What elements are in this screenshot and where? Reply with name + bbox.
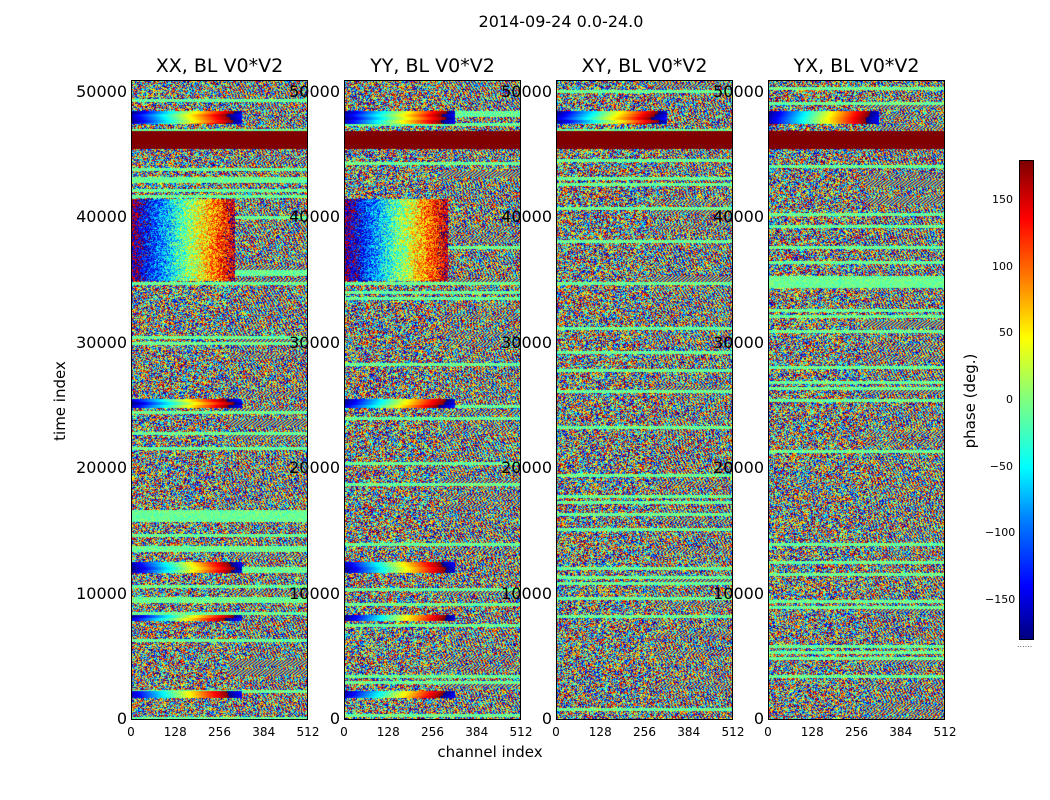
y-tick-label: 0 xyxy=(753,709,764,728)
x-tick-label: 512 xyxy=(721,725,745,739)
y-tick-label: 30000 xyxy=(501,332,552,352)
x-tick-label: 512 xyxy=(509,725,533,739)
x-tick-label: 256 xyxy=(208,725,231,739)
y-tick-label: 30000 xyxy=(713,332,764,352)
panel-title-yx: YX, BL V0*V2 xyxy=(793,55,920,77)
y-tick-label: 20000 xyxy=(289,458,340,478)
y-tick-label: 10000 xyxy=(289,583,340,603)
y-tick-label: 0 xyxy=(329,709,340,728)
heatmap-canvas-xx xyxy=(132,81,307,719)
y-tick-label: 20000 xyxy=(76,458,127,478)
y-tick-label: 10000 xyxy=(76,583,127,603)
y-tick-label: 10000 xyxy=(713,583,764,603)
panel-title-xy: XY, BL V0*V2 xyxy=(581,55,708,77)
y-tick-label: 50000 xyxy=(501,81,552,101)
colorbar-tick-label: −50 xyxy=(989,459,1013,473)
heatmap-canvas-xy xyxy=(557,81,732,719)
y-tick-label: 40000 xyxy=(501,207,552,227)
colorbar-tick-label: −150 xyxy=(985,593,1016,606)
y-tick-label: 50000 xyxy=(289,81,340,101)
y-tick-label: 40000 xyxy=(713,207,764,227)
colorbar-label: phase (deg.) xyxy=(961,353,979,449)
x-tick-label: 256 xyxy=(421,725,444,739)
heatmap-panel-yy xyxy=(344,80,521,720)
x-tick-label: 128 xyxy=(163,725,187,739)
x-tick-label: 384 xyxy=(465,725,489,739)
y-tick-label: 50000 xyxy=(713,81,764,101)
x-tick-label: 0 xyxy=(127,725,135,739)
y-tick-label: 30000 xyxy=(289,332,340,352)
y-tick-label: 50000 xyxy=(76,81,127,101)
x-tick-label: 384 xyxy=(252,725,276,739)
heatmap-panel-xx xyxy=(131,80,308,720)
y-tick-label: 40000 xyxy=(76,207,127,227)
x-tick-label: 0 xyxy=(340,725,348,739)
x-tick-label: 512 xyxy=(296,725,320,739)
y-tick-label: 30000 xyxy=(76,332,127,352)
colorbar-tick-label: 0 xyxy=(1006,393,1013,406)
colorbar-tick-label: 100 xyxy=(992,259,1013,273)
colorbar-tick-label: 50 xyxy=(999,326,1013,340)
y-tick-label: 40000 xyxy=(289,207,340,227)
x-tick-label: 128 xyxy=(800,725,824,739)
x-tick-label: 128 xyxy=(588,725,612,739)
y-tick-label: 20000 xyxy=(713,458,764,478)
x-tick-label: 256 xyxy=(845,725,868,739)
heatmap-canvas-yx xyxy=(769,81,944,719)
x-tick-label: 512 xyxy=(933,725,957,739)
panel-title-xx: XX, BL V0*V2 xyxy=(155,55,284,77)
panel-title-yy: YY, BL V0*V2 xyxy=(370,55,495,77)
y-tick-label: 0 xyxy=(541,709,552,728)
x-tick-label: 256 xyxy=(633,725,656,739)
x-tick-label: 384 xyxy=(677,725,701,739)
heatmap-panel-xy xyxy=(556,80,733,720)
x-tick-label: 128 xyxy=(376,725,400,739)
heatmap-panel-yx xyxy=(768,80,945,720)
colorbar-offset-text: ...... xyxy=(1017,640,1033,649)
y-tick-label: 10000 xyxy=(501,583,552,603)
x-tick-label: 384 xyxy=(889,725,913,739)
heatmap-canvas-yy xyxy=(345,81,520,719)
x-axis-label: channel index xyxy=(437,743,543,761)
colorbar xyxy=(1019,160,1034,640)
y-axis-label: time index xyxy=(51,361,69,441)
chart-suptitle: 2014-09-24 0.0-24.0 xyxy=(478,12,644,31)
x-tick-label: 0 xyxy=(764,725,772,739)
colorbar-tick-label: 150 xyxy=(992,193,1013,206)
y-tick-label: 0 xyxy=(116,709,127,728)
y-tick-label: 20000 xyxy=(501,458,552,478)
x-tick-label: 0 xyxy=(552,725,560,739)
colorbar-tick-label: −100 xyxy=(985,526,1016,540)
